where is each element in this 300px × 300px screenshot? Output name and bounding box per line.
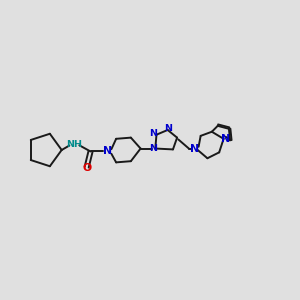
Text: NH: NH	[66, 140, 82, 149]
Text: N: N	[103, 146, 112, 157]
Text: N: N	[164, 124, 172, 133]
Text: O: O	[82, 163, 91, 173]
Text: N: N	[221, 134, 230, 144]
Text: N: N	[190, 143, 199, 154]
Text: N: N	[149, 129, 158, 138]
Text: N: N	[149, 144, 158, 153]
